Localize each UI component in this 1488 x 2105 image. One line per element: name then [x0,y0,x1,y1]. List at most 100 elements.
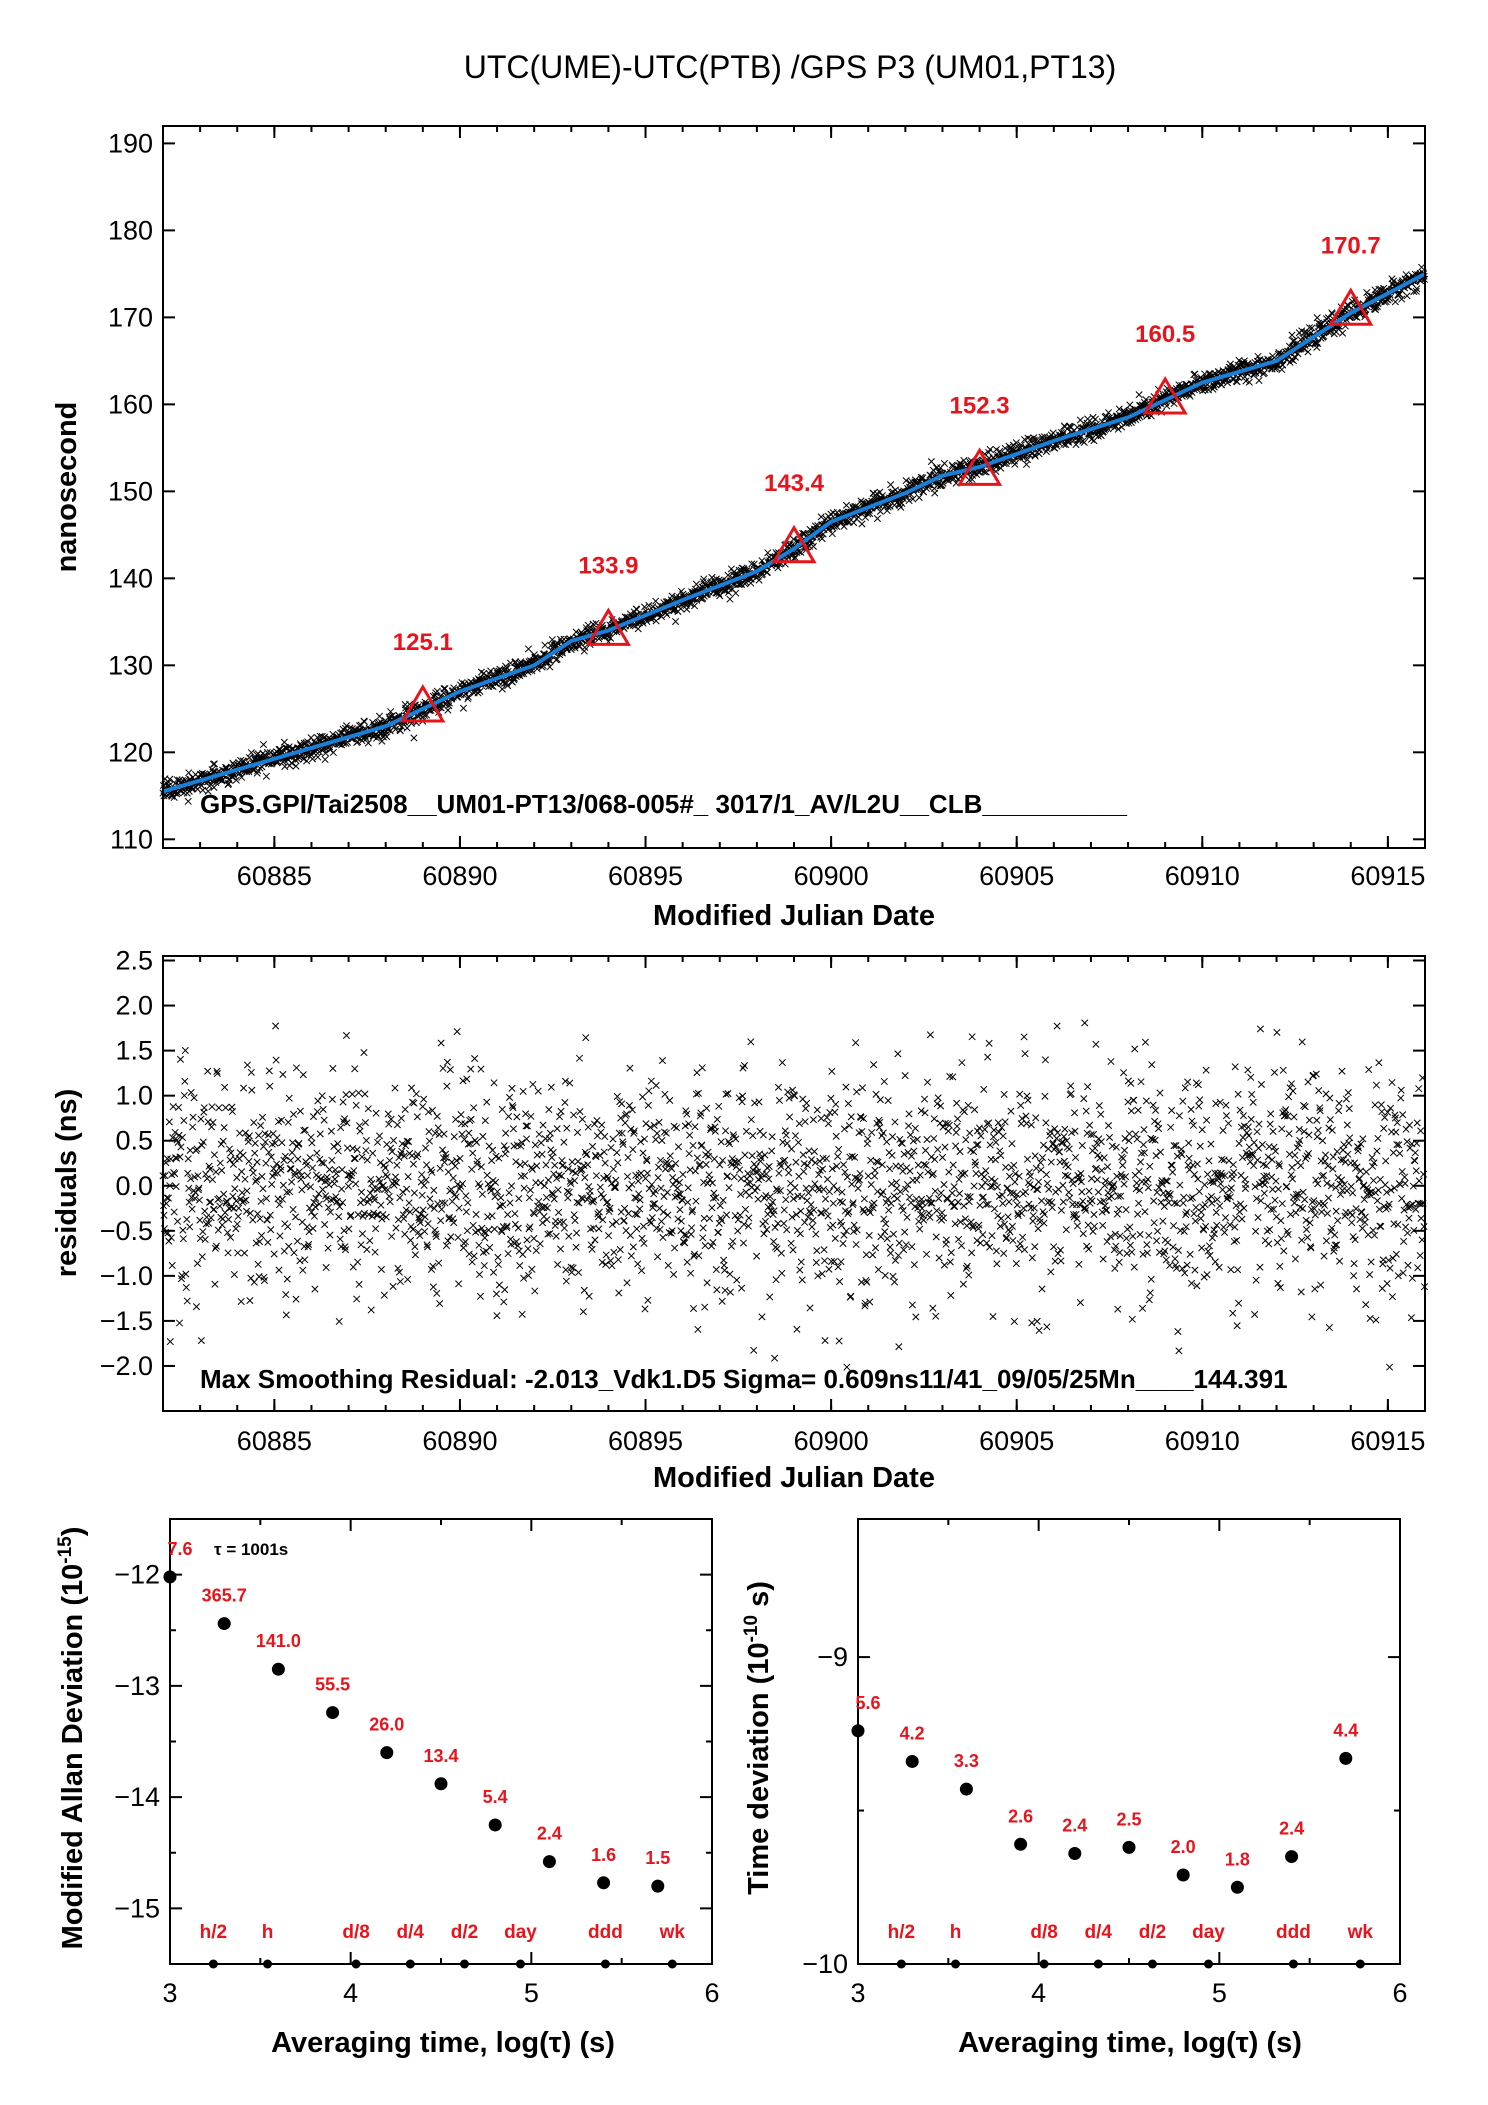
triangle-marker [400,683,446,723]
residual-point [454,1233,462,1242]
residual-point [290,1171,299,1179]
residual-point [997,1151,1005,1160]
residual-point [285,1094,293,1102]
residual-point [181,1046,189,1055]
residual-point [1169,1243,1177,1251]
residual-point [438,1205,446,1213]
residual-point [384,1110,392,1118]
residual-point [654,1253,662,1261]
residual-point [493,1188,501,1196]
residual-point [703,1104,711,1112]
residual-point [985,1039,993,1047]
residual-point [457,1111,465,1119]
residual-point [267,1153,275,1161]
time-series-point [755,576,763,584]
residual-point [738,1284,746,1292]
residual-point [1126,1241,1134,1249]
residual-point [1001,1118,1009,1126]
residual-point [260,1277,268,1285]
residual-point [288,1148,296,1157]
residual-point [779,1138,787,1146]
time-series-point [1294,350,1302,358]
residual-point [875,1116,883,1124]
residual-point [851,1153,859,1161]
residual-point [473,1138,481,1146]
residual-point [166,1338,174,1346]
residual-point [750,1346,758,1354]
residual-point [425,1137,434,1145]
residual-point [331,1175,339,1183]
residual-point [975,1221,983,1229]
residual-point [925,1209,933,1217]
residual-point [736,1211,744,1219]
residual-point [1159,1217,1167,1225]
residual-point [206,1198,214,1206]
residual-point [639,1149,647,1157]
residual-point [354,1211,362,1219]
residual-point [180,1116,188,1125]
residual-point [801,1118,809,1126]
residual-point [521,1159,529,1168]
time-series-point [259,741,268,749]
residual-point [1120,1146,1129,1154]
residual-point [685,1150,693,1158]
residual-point [266,1211,274,1219]
residual-point [223,1197,231,1205]
residual-point [1111,1230,1119,1238]
residual-point [1088,1197,1096,1205]
residual-point [945,1121,953,1129]
residual-point [904,1122,913,1130]
residual-point [1122,1206,1130,1214]
residual-point [310,1212,318,1220]
time-series-point [185,787,193,795]
residual-point [497,1226,505,1234]
residual-point [666,1152,674,1160]
residual-point [646,1217,654,1225]
residual-point [258,1172,266,1181]
residual-point [956,1148,964,1156]
residual-point [565,1188,573,1196]
residual-point [1015,1172,1023,1180]
residual-point [224,1229,232,1237]
residual-point [303,1223,311,1231]
residual-point [250,1278,258,1286]
residual-point [448,1197,456,1206]
residual-point [1022,1112,1030,1120]
residual-point [442,1153,450,1161]
residual-point [968,1249,976,1257]
residual-point [1066,1194,1074,1202]
residual-point [398,1140,406,1148]
residual-point [234,1212,242,1220]
residual-point [838,1221,846,1229]
smoothed-curve [162,272,1426,794]
residual-point [658,1137,666,1145]
residual-point [993,1183,1001,1191]
residual-point [708,1179,717,1187]
residual-point [1181,1084,1189,1092]
residual-point [422,1144,430,1152]
residual-point [450,1219,458,1227]
residual-point [1185,1139,1193,1147]
residual-point [367,1175,375,1184]
time-series-point [791,553,799,561]
residual-point [897,1162,905,1170]
residual-point [864,1172,872,1180]
residual-point [926,1213,934,1221]
residual-point [1057,1206,1066,1214]
residual-point [1110,1180,1118,1188]
residual-point [358,1230,367,1238]
residual-point [692,1090,700,1098]
residual-point [912,1195,920,1203]
residual-point [1236,1106,1244,1114]
residual-point [705,1171,713,1179]
residual-point [392,1179,401,1187]
residual-point [762,1170,770,1178]
residual-point [1175,1347,1183,1355]
residual-point [1034,1186,1042,1194]
residual-point [504,1211,512,1219]
residual-point [561,1077,569,1085]
residual-point [781,1127,789,1135]
residual-point [827,1257,835,1266]
residual-point [184,1169,192,1177]
residual-point [182,1283,190,1292]
